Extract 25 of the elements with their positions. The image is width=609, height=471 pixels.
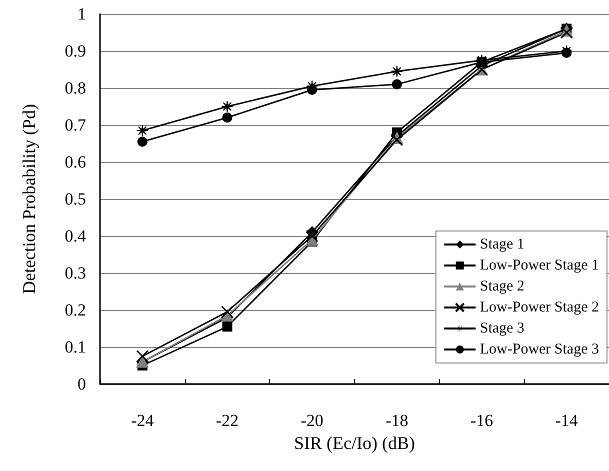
legend-label: Stage 1 bbox=[480, 236, 524, 252]
legend-label: Stage 2 bbox=[480, 278, 524, 294]
x-tick-label: -14 bbox=[555, 411, 578, 430]
legend-label: Low-Power Stage 2 bbox=[480, 300, 600, 316]
y-tick-label: 0.7 bbox=[64, 116, 86, 134]
y-tick-label: 0.4 bbox=[64, 226, 86, 246]
y-tick-label: 0.1 bbox=[64, 338, 86, 356]
y-tick-label: 0 bbox=[78, 374, 86, 394]
legend-label: Stage 3 bbox=[480, 320, 524, 336]
x-tick-label: -24 bbox=[131, 411, 154, 430]
x-tick-label: -18 bbox=[386, 411, 408, 430]
x-tick-label: -16 bbox=[470, 411, 494, 430]
y-tick-label: 0.5 bbox=[64, 190, 86, 208]
y-tick-label: 1 bbox=[78, 4, 86, 24]
y-tick-label: 0.3 bbox=[64, 264, 86, 282]
y-tick-label: 0.2 bbox=[64, 300, 86, 320]
y-axis-title: Detection Probability (Pd) bbox=[19, 104, 39, 294]
legend-label: Low-Power Stage 3 bbox=[480, 342, 600, 358]
y-tick-label: 0.6 bbox=[64, 152, 86, 172]
x-tick-label: -20 bbox=[300, 411, 324, 430]
legend-label: Low-Power Stage 1 bbox=[480, 258, 600, 274]
y-tick-label: 0.8 bbox=[64, 78, 86, 98]
x-axis-title: SIR (Ec/Io) (dB) bbox=[294, 432, 415, 453]
x-tick-label: -22 bbox=[216, 411, 239, 430]
y-tick-label: 0.9 bbox=[64, 42, 86, 60]
